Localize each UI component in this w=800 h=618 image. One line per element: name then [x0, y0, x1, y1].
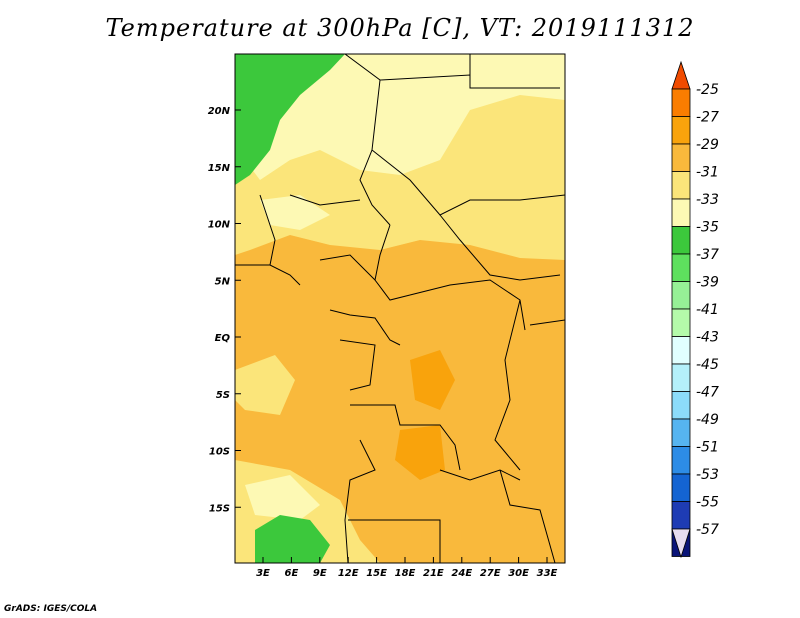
- lat-label: EQ: [215, 333, 231, 344]
- colorbar-swatch: [671, 473, 691, 502]
- temperature-field: [235, 54, 565, 563]
- lat-label: 15S: [209, 503, 230, 514]
- colorbar-label: -37: [696, 247, 719, 263]
- lon-label: 24E: [451, 568, 472, 579]
- colorbar-swatch: [671, 226, 691, 255]
- colorbar-bottom-arrow: [671, 528, 691, 559]
- colorbar-label: -51: [696, 440, 719, 456]
- colorbar-label: -35: [696, 220, 719, 236]
- lon-label: 15E: [366, 568, 387, 579]
- colorbar-swatch: [671, 501, 691, 530]
- colorbar-swatch: [671, 336, 691, 365]
- colorbar-label: -57: [696, 522, 719, 538]
- lon-label: 27E: [480, 568, 501, 579]
- colorbar-swatch: [671, 171, 691, 200]
- colorbar-label: -47: [696, 385, 719, 401]
- colorbar-label: -39: [696, 275, 719, 291]
- colorbar-label: -45: [696, 357, 719, 373]
- colorbar-swatch: [671, 446, 691, 475]
- colorbar-label: -49: [696, 412, 719, 428]
- lon-label: 9E: [313, 568, 327, 579]
- colorbar-label: -27: [696, 110, 719, 126]
- colorbar-label: -29: [696, 137, 719, 153]
- lat-label: 10N: [208, 220, 231, 231]
- lat-label: 15N: [208, 163, 231, 174]
- colorbar-swatch: [671, 363, 691, 392]
- colorbar-label: -55: [696, 495, 719, 511]
- colorbar-swatch: [671, 418, 691, 447]
- lat-label: 20N: [208, 106, 231, 117]
- colorbar-swatch: [671, 391, 691, 420]
- latitude-axis: 20N 15N 10N 5N EQ 5S 10S 15S: [208, 106, 241, 514]
- colorbar-label: -43: [696, 330, 719, 346]
- colorbar-swatch: [671, 198, 691, 227]
- colorbar-swatch: [671, 281, 691, 310]
- field-green-region: [235, 54, 345, 563]
- lon-label: 6E: [285, 568, 299, 579]
- colorbar: -25 -27 -29 -31 -33 -35 -37 -39 -41 -43 -45 -47 -49 -…: [671, 60, 719, 559]
- field-cool-region: [245, 54, 565, 520]
- colorbar-swatch: [671, 253, 691, 282]
- colorbar-label: -33: [696, 192, 719, 208]
- colorbar-label: -41: [696, 302, 719, 318]
- colorbar-swatch: [671, 116, 691, 145]
- field-warmest-region: [395, 350, 455, 480]
- lon-label: 3E: [256, 568, 270, 579]
- colorbar-label: -31: [696, 165, 719, 181]
- field-mid-region: [235, 54, 565, 563]
- colorbar-swatch: [671, 143, 691, 172]
- map-frame: [234, 53, 566, 564]
- colorbar-label: -25: [696, 82, 719, 98]
- grads-credit: GrADS: IGES/COLA: [4, 604, 98, 614]
- colorbar-swatch: [671, 88, 691, 117]
- country-borders: [235, 54, 565, 563]
- lon-label: 30E: [508, 568, 529, 579]
- colorbar-swatch: [671, 308, 691, 337]
- lat-label: 5S: [216, 390, 230, 401]
- colorbar-label: -53: [696, 467, 719, 483]
- lon-label: 21E: [423, 568, 444, 579]
- colorbar-top-arrow: [671, 60, 691, 90]
- lon-label: 12E: [338, 568, 359, 579]
- lon-label: 33E: [537, 568, 558, 579]
- lat-label: 5N: [215, 276, 231, 287]
- lat-label: 10S: [209, 447, 230, 458]
- lon-label: 18E: [395, 568, 416, 579]
- chart-title: Temperature at 300hPa [C], VT: 201911131…: [105, 14, 695, 42]
- longitude-axis: 3E 6E 9E 12E 15E 18E 21E 24E 27E 30E 33E: [256, 557, 558, 579]
